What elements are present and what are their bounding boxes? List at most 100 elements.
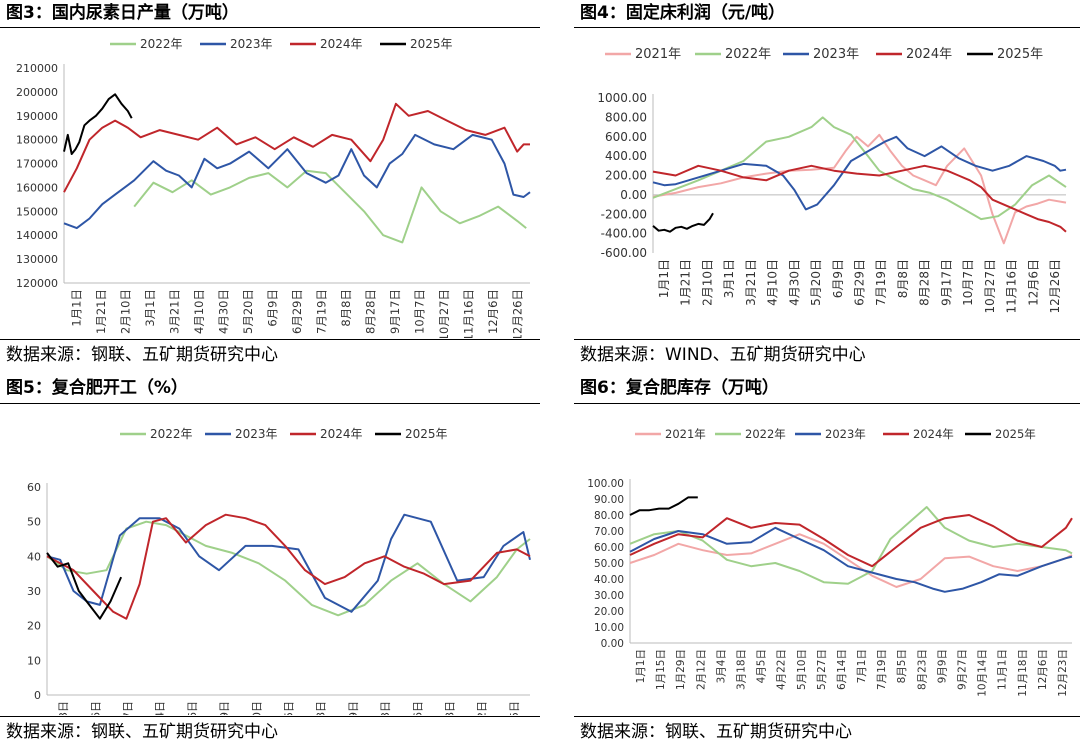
panel-fixed-bed-profit: 图4：固定床利润（元/吨） 2021年 2022年 2023年 2024年 2025年 1… <box>540 0 1080 373</box>
x-tick-label: 12月23日 <box>1057 649 1069 697</box>
chart-title: 图4：固定床利润（元/吨） <box>580 3 786 23</box>
series-line-2023年 <box>629 526 1073 593</box>
y-tick-label: 0 <box>34 689 41 702</box>
x-tick-label: 4月10日 <box>766 259 780 306</box>
y-tick-label: 180000 <box>16 134 58 147</box>
x-tick-label: 7月19日 <box>874 259 888 306</box>
x-tick-label: 3月21日 <box>167 289 181 334</box>
y-tick-label: 60.00 <box>594 542 624 554</box>
series-line-2022年 <box>652 116 1067 221</box>
y-tick-label: 190000 <box>16 110 58 123</box>
y-tick-label: 120000 <box>16 277 58 290</box>
data-source: 数据来源：WIND、五矿期货研究中心 <box>580 345 866 365</box>
x-tick-label: 3月1日 <box>722 259 736 298</box>
y-tick-label: 200000 <box>16 86 58 99</box>
x-tick-label: 2月12日 <box>695 649 707 690</box>
x-tick-label: 8月23日 <box>916 649 928 690</box>
y-tick-label: 100.00 <box>587 478 624 490</box>
chart-title: 图3：国内尿素日产量（万吨） <box>6 3 239 23</box>
x-tick-label: 5月20日 <box>809 259 823 306</box>
x-tick-label: 12月15日 <box>508 701 521 715</box>
data-source: 数据来源：钢联、五矿期货研究中心 <box>580 722 852 742</box>
x-tick-label: 2月17日 <box>122 701 135 715</box>
legend-label: 2025年 <box>997 47 1043 62</box>
y-tick-label: -200.00 <box>601 207 647 221</box>
series-line-2024年 <box>46 513 531 620</box>
legend-label: 2022年 <box>150 427 193 441</box>
x-tick-label: 10月28日 <box>444 701 457 715</box>
x-tick-label: 9月27日 <box>957 649 969 690</box>
x-tick-label: 2月10日 <box>700 259 714 306</box>
y-tick-label: 1000.00 <box>597 91 647 105</box>
x-tick-label: 4月10日 <box>192 289 206 334</box>
legend-label: 2022年 <box>745 427 786 441</box>
x-tick-label: 9月17日 <box>388 289 402 334</box>
legend-label: 2023年 <box>825 427 866 441</box>
series-line-2025年 <box>63 93 133 155</box>
chart-title: 图5：复合肥开工（%） <box>6 378 188 398</box>
x-tick-label: 5月19日 <box>218 701 231 715</box>
x-tick-label: 1月1日 <box>657 259 671 298</box>
x-tick-label: 12月26日 <box>1048 259 1062 314</box>
x-tick-label: 5月10日 <box>796 649 808 690</box>
x-tick-label: 7月19日 <box>876 649 888 690</box>
x-tick-label: 12月26日 <box>511 289 525 338</box>
series-line-2021年 <box>629 533 1073 588</box>
x-tick-label: 10月27日 <box>437 289 451 338</box>
fixed-bed-profit-chart: 2021年 2022年 2023年 2024年 2025年 1000.00 800.00 60… <box>597 47 1067 314</box>
x-tick-label: 6月9日 <box>265 289 279 327</box>
series-line-2024年 <box>629 514 1073 568</box>
y-tick-label: 130000 <box>16 253 58 266</box>
source-rule <box>0 716 540 717</box>
x-tick-label: 6月29日 <box>853 259 867 306</box>
x-tick-label: 8月5日 <box>896 649 908 683</box>
x-tick-label: 11月18日 <box>1017 649 1029 697</box>
title-rule <box>574 27 1080 28</box>
y-tick-label: 200.00 <box>605 169 647 183</box>
y-tick-label: 40.00 <box>594 574 624 586</box>
source-rule <box>574 716 1080 717</box>
y-tick-label: 160000 <box>16 181 58 194</box>
y-tick-label: 170000 <box>16 158 58 171</box>
x-tick-label: 6月29日 <box>290 289 304 334</box>
title-rule <box>0 403 540 404</box>
legend-label: 2023年 <box>813 47 859 62</box>
x-tick-label: 7月19日 <box>315 289 329 334</box>
y-tick-label: 20.00 <box>594 606 624 618</box>
data-source: 数据来源：钢联、五矿期货研究中心 <box>6 722 278 742</box>
x-tick-label: 1月21日 <box>94 289 108 334</box>
y-tick-label: 60 <box>27 481 41 494</box>
x-tick-label: 8月19日 <box>347 701 360 715</box>
x-tick-label: 9月9日 <box>936 649 948 683</box>
x-tick-label: 3月21日 <box>744 259 758 306</box>
y-tick-label: 10 <box>27 654 41 667</box>
series-line-2022年 <box>133 169 527 244</box>
x-tick-label: 9月17日 <box>939 259 953 306</box>
series-line-2025年 <box>652 212 714 233</box>
source-rule <box>0 339 540 340</box>
x-tick-label: 4月26日 <box>186 701 199 715</box>
x-tick-label: 4月30日 <box>787 259 801 306</box>
x-tick-label: 6月10日 <box>250 701 263 715</box>
x-tick-label: 6月14日 <box>836 649 848 690</box>
x-tick-label: 1月1日 <box>69 289 83 327</box>
y-tick-label: 140000 <box>16 229 58 242</box>
x-tick-label: 1月21日 <box>679 259 693 306</box>
series-line-2024年 <box>63 102 530 193</box>
legend-label: 2025年 <box>405 427 448 441</box>
x-tick-label: 8月28日 <box>918 259 932 306</box>
x-tick-label: 11月16日 <box>462 289 476 338</box>
y-tick-label: 150000 <box>16 205 58 218</box>
y-tick-label: 400.00 <box>605 149 647 163</box>
panel-urea-output: 图3：国内尿素日产量（万吨） 2022年 2023年 2024年 2025年 21000… <box>0 0 540 373</box>
legend-label: 2024年 <box>320 37 363 51</box>
x-tick-label: 4月5日 <box>756 649 768 683</box>
x-tick-label: 5月27日 <box>816 649 828 690</box>
x-tick-label: 4月30日 <box>216 289 230 334</box>
x-tick-label: 10月14日 <box>977 649 989 697</box>
x-tick-label: 1月15日 <box>655 649 667 690</box>
x-tick-label: 11月1日 <box>997 649 1009 690</box>
panel-compound-fertilizer-operating-rate: 图5：复合肥开工（%） 2022年 2023年 2024年 2025年 60 50 40 30… <box>0 373 540 746</box>
legend-label: 2024年 <box>913 427 954 441</box>
y-tick-label: 80.00 <box>594 510 624 522</box>
